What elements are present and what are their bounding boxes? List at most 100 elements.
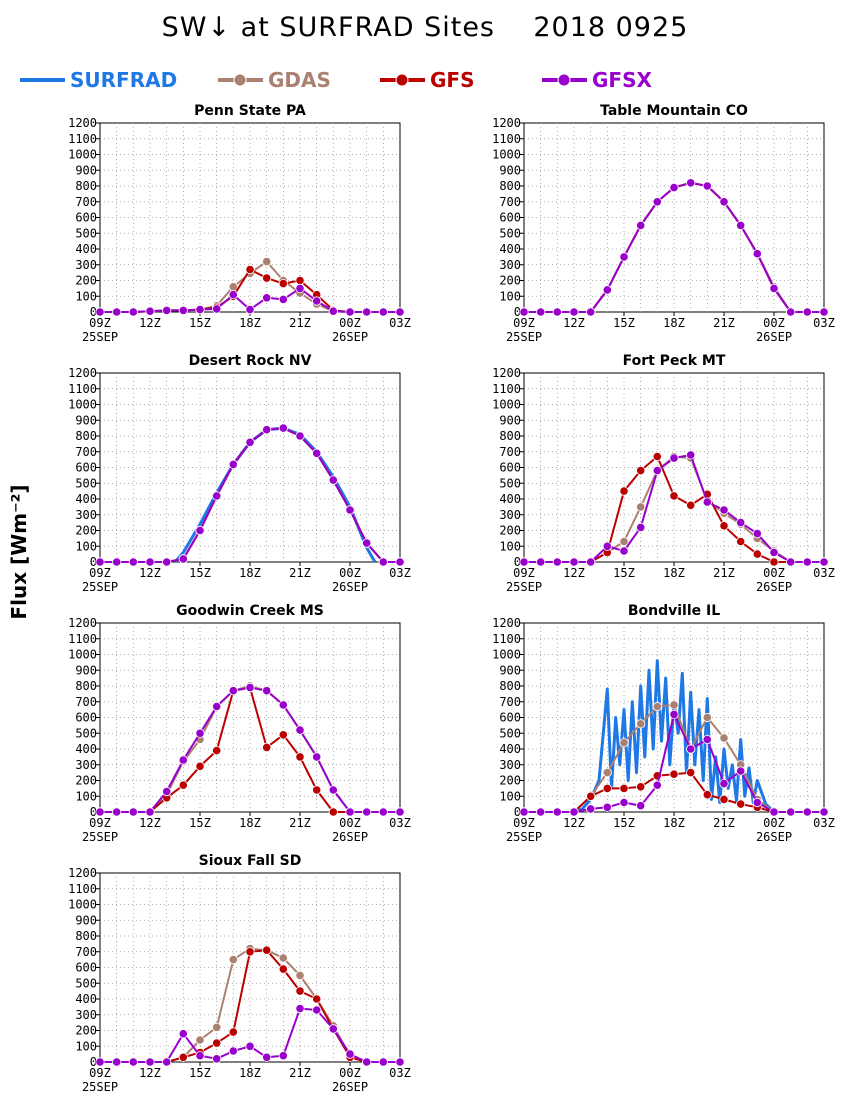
date-label: 25SEP bbox=[82, 1080, 118, 1094]
data-point-gfsx bbox=[586, 557, 596, 567]
plot-frame bbox=[99, 372, 401, 563]
panel-penn-state-pa: 0100200300400500600700800900100011001200… bbox=[68, 103, 411, 344]
data-point-gfs bbox=[295, 752, 305, 762]
y-tick-label: 400 bbox=[75, 992, 97, 1006]
data-point-gdas bbox=[636, 719, 646, 729]
y-tick-label: 1200 bbox=[68, 116, 97, 130]
y-tick-label: 800 bbox=[75, 679, 97, 693]
data-point-gfsx bbox=[378, 307, 388, 317]
x-tick-label: 00Z bbox=[339, 566, 361, 580]
y-tick-label: 1200 bbox=[492, 616, 521, 630]
y-tick-label: 300 bbox=[75, 758, 97, 772]
data-point-gfs bbox=[178, 780, 188, 790]
data-point-gfsx bbox=[212, 1054, 222, 1064]
y-tick-label: 1100 bbox=[492, 382, 521, 396]
data-point-gdas bbox=[212, 1022, 222, 1032]
data-point-gfsx bbox=[752, 797, 762, 808]
data-point-gfsx bbox=[719, 505, 729, 515]
series-surfrad bbox=[573, 659, 776, 814]
x-tick-label: 12Z bbox=[139, 316, 161, 330]
data-point-gdas bbox=[262, 256, 272, 267]
data-point-gfs bbox=[262, 742, 272, 753]
data-point-gfsx bbox=[702, 734, 712, 745]
y-tick-label: 900 bbox=[499, 663, 521, 677]
data-point-gfsx bbox=[195, 304, 205, 315]
data-point-gfsx bbox=[328, 1024, 338, 1034]
data-point-gfsx bbox=[278, 700, 288, 710]
date-label: 26SEP bbox=[756, 330, 792, 344]
x-tick-label: 00Z bbox=[339, 316, 361, 330]
data-point-gfsx bbox=[112, 807, 122, 817]
y-tick-label: 600 bbox=[75, 461, 97, 475]
y-tick-label: 700 bbox=[75, 195, 97, 209]
data-point-gfs bbox=[669, 491, 679, 501]
data-point-gfsx bbox=[636, 522, 646, 533]
data-point-gfsx bbox=[228, 686, 238, 696]
y-tick-label: 900 bbox=[75, 413, 97, 427]
x-tick-label: 09Z bbox=[513, 316, 535, 330]
date-label: 26SEP bbox=[332, 830, 368, 844]
x-tick-label: 18Z bbox=[663, 566, 685, 580]
data-point-gfsx bbox=[362, 307, 372, 317]
data-point-gfsx bbox=[686, 178, 696, 188]
y-tick-label: 500 bbox=[499, 726, 521, 740]
legend-item-surfrad: SURFRAD bbox=[20, 68, 177, 92]
data-point-gfs bbox=[652, 451, 662, 462]
y-tick-label: 800 bbox=[499, 179, 521, 193]
data-point-gfsx bbox=[262, 425, 272, 435]
data-point-gfsx bbox=[602, 802, 612, 812]
y-tick-label: 900 bbox=[499, 163, 521, 177]
data-point-gfs bbox=[586, 791, 596, 801]
data-point-gdas bbox=[652, 701, 662, 712]
data-point-gfsx bbox=[552, 557, 562, 567]
panel-fort-peck-mt: 0100200300400500600700800900100011001200… bbox=[492, 353, 835, 594]
data-point-gfsx bbox=[536, 307, 546, 317]
y-tick-label: 1200 bbox=[68, 616, 97, 630]
data-point-gfsx bbox=[669, 709, 679, 720]
data-point-gfs bbox=[619, 486, 629, 496]
data-point-gfsx bbox=[195, 728, 205, 738]
data-point-gfsx bbox=[736, 220, 746, 230]
chart-title: SW↓ at SURFRAD Sites 2018 0925 bbox=[161, 12, 689, 43]
data-point-gfsx bbox=[112, 1057, 122, 1067]
y-tick-label: 500 bbox=[499, 226, 521, 240]
series-gfsx bbox=[95, 682, 405, 817]
data-point-gfsx bbox=[262, 293, 272, 303]
data-point-gfsx bbox=[536, 557, 546, 567]
data-point-gfsx bbox=[228, 1046, 238, 1056]
y-tick-label: 500 bbox=[75, 476, 97, 490]
data-point-gfsx bbox=[519, 807, 529, 817]
data-point-gfs bbox=[278, 964, 288, 974]
y-tick-label: 500 bbox=[75, 226, 97, 240]
date-label: 26SEP bbox=[332, 580, 368, 594]
data-point-gfsx bbox=[702, 181, 712, 191]
data-point-gfs bbox=[245, 947, 255, 957]
y-tick-label: 1000 bbox=[68, 398, 97, 412]
data-point-gfsx bbox=[786, 807, 796, 817]
data-point-gdas bbox=[228, 954, 238, 965]
legend: SURFRAD GDAS GFS GFSX bbox=[20, 68, 652, 92]
y-tick-label: 400 bbox=[499, 742, 521, 756]
y-tick-label: 400 bbox=[75, 242, 97, 256]
x-tick-label: 12Z bbox=[139, 566, 161, 580]
y-tick-label: 200 bbox=[75, 1024, 97, 1038]
x-tick-label: 09Z bbox=[513, 566, 535, 580]
legend-item-gfs: GFS bbox=[380, 68, 474, 92]
y-tick-label: 300 bbox=[499, 758, 521, 772]
data-point-gfsx bbox=[228, 459, 238, 469]
data-point-gfsx bbox=[312, 296, 322, 306]
data-point-gfsx bbox=[178, 554, 188, 564]
data-point-gfsx bbox=[802, 557, 812, 567]
data-point-gfsx bbox=[652, 465, 662, 476]
data-point-gfsx bbox=[519, 557, 529, 567]
data-point-gfsx bbox=[295, 1003, 305, 1014]
data-point-gfsx bbox=[162, 1057, 172, 1067]
y-tick-label: 600 bbox=[75, 961, 97, 975]
data-point-gfsx bbox=[719, 778, 729, 789]
x-tick-label: 15Z bbox=[613, 316, 635, 330]
data-point-gfsx bbox=[212, 491, 222, 501]
x-tick-label: 12Z bbox=[139, 1066, 161, 1080]
x-tick-label: 09Z bbox=[89, 1066, 111, 1080]
y-tick-label: 200 bbox=[75, 524, 97, 538]
data-point-gfsx bbox=[752, 528, 762, 539]
